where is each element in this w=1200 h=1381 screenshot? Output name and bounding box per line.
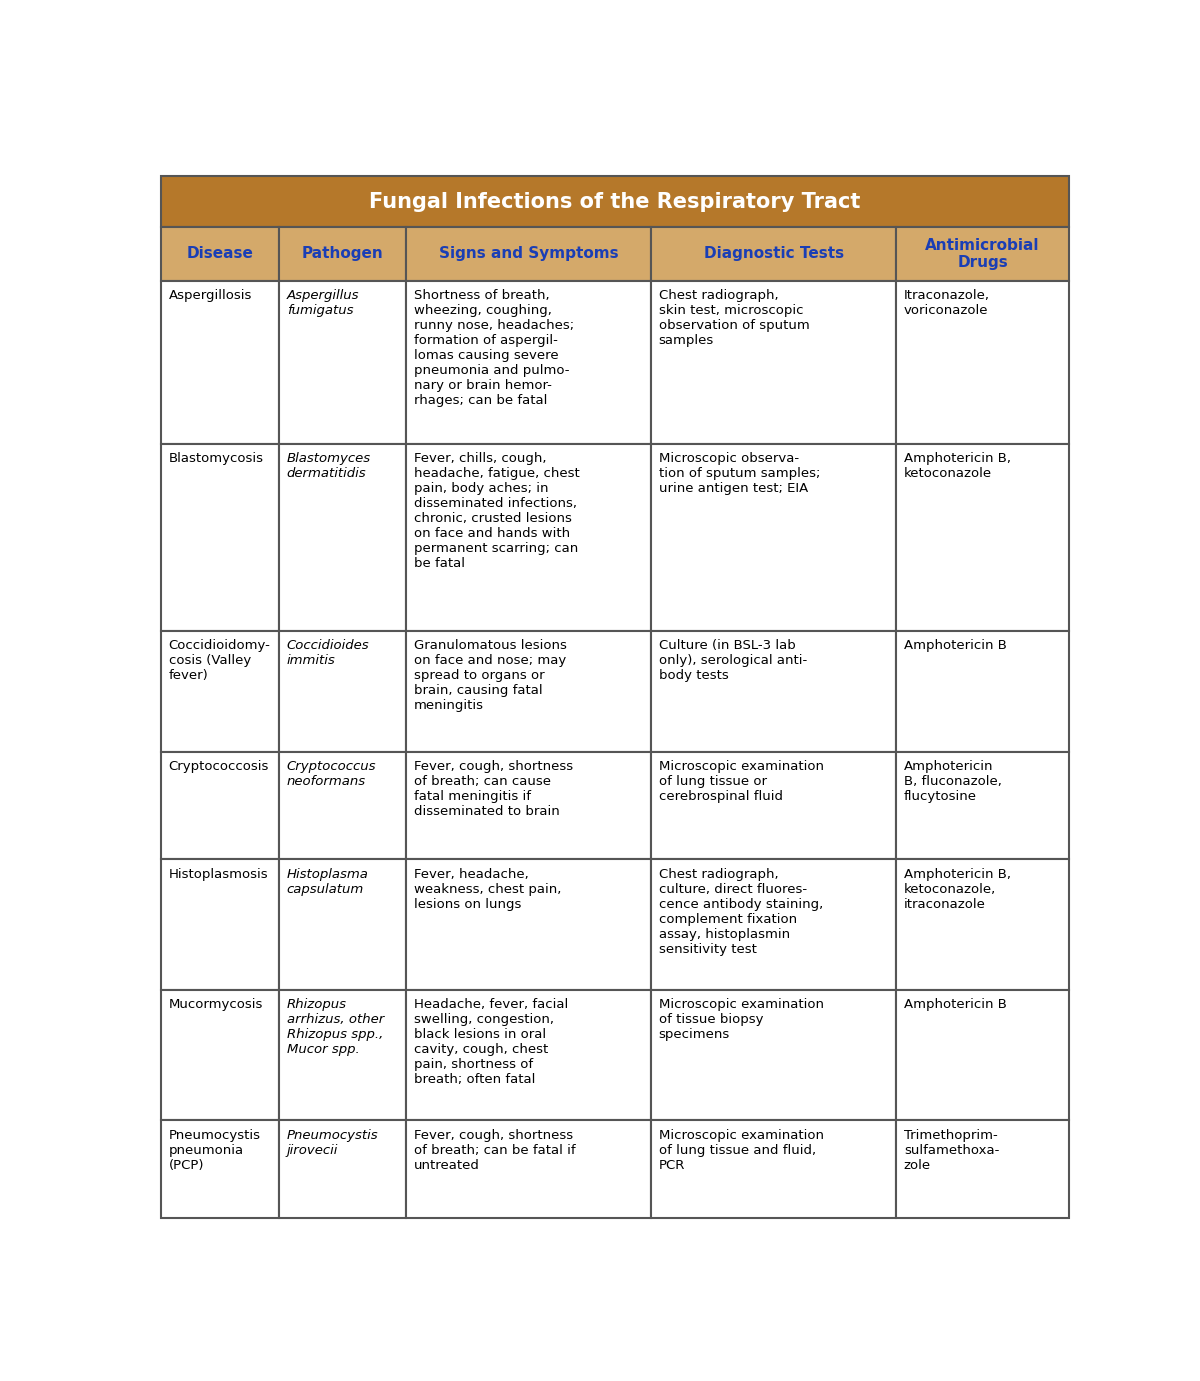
Text: Aspergillosis: Aspergillosis bbox=[168, 289, 252, 302]
Text: Coccidioidomy-
cosis (Valley
fever): Coccidioidomy- cosis (Valley fever) bbox=[168, 639, 270, 682]
Bar bbox=[161, 990, 280, 1120]
Text: Pneumocystis
jirovecii: Pneumocystis jirovecii bbox=[287, 1130, 378, 1157]
Text: Pneumocystis
pneumonia
(PCP): Pneumocystis pneumonia (PCP) bbox=[168, 1130, 260, 1172]
Bar bbox=[161, 280, 280, 443]
Bar bbox=[407, 859, 652, 990]
Text: Fever, chills, cough,
headache, fatigue, chest
pain, body aches; in
disseminated: Fever, chills, cough, headache, fatigue,… bbox=[414, 453, 580, 570]
Text: Blastomycosis: Blastomycosis bbox=[168, 453, 264, 465]
Text: Chest radiograph,
skin test, microscopic
observation of sputum
samples: Chest radiograph, skin test, microscopic… bbox=[659, 289, 810, 347]
Text: Blastomyces
dermatitidis: Blastomyces dermatitidis bbox=[287, 453, 371, 481]
Text: Headache, fever, facial
swelling, congestion,
black lesions in oral
cavity, coug: Headache, fever, facial swelling, conges… bbox=[414, 998, 568, 1087]
Bar bbox=[280, 751, 407, 859]
Bar bbox=[652, 228, 896, 280]
Text: Chest radiograph,
culture, direct fluores-
cence antibody staining,
complement f: Chest radiograph, culture, direct fluore… bbox=[659, 867, 823, 956]
Bar bbox=[280, 631, 407, 751]
Bar bbox=[280, 280, 407, 443]
Text: Microscopic examination
of lung tissue or
cerebrospinal fluid: Microscopic examination of lung tissue o… bbox=[659, 761, 823, 804]
Text: Granulomatous lesions
on face and nose; may
spread to organs or
brain, causing f: Granulomatous lesions on face and nose; … bbox=[414, 639, 566, 713]
Bar bbox=[652, 1120, 896, 1218]
Bar bbox=[407, 990, 652, 1120]
Text: Cryptococcosis: Cryptococcosis bbox=[168, 761, 269, 773]
Bar bbox=[280, 990, 407, 1120]
Text: Fever, cough, shortness
of breath; can cause
fatal meningitis if
disseminated to: Fever, cough, shortness of breath; can c… bbox=[414, 761, 572, 819]
Text: Histoplasma
capsulatum: Histoplasma capsulatum bbox=[287, 867, 368, 896]
Bar bbox=[896, 859, 1069, 990]
Bar bbox=[652, 751, 896, 859]
Bar bbox=[896, 280, 1069, 443]
Bar bbox=[407, 443, 652, 631]
Text: Microscopic observa-
tion of sputum samples;
urine antigen test; EIA: Microscopic observa- tion of sputum samp… bbox=[659, 453, 820, 496]
Bar bbox=[652, 443, 896, 631]
Bar bbox=[161, 859, 280, 990]
Text: Amphotericin B: Amphotericin B bbox=[904, 998, 1007, 1011]
Text: Fever, headache,
weakness, chest pain,
lesions on lungs: Fever, headache, weakness, chest pain, l… bbox=[414, 867, 562, 910]
Text: Diagnostic Tests: Diagnostic Tests bbox=[703, 246, 844, 261]
Text: Disease: Disease bbox=[187, 246, 253, 261]
Bar bbox=[896, 631, 1069, 751]
Bar bbox=[407, 751, 652, 859]
Bar bbox=[652, 990, 896, 1120]
Bar bbox=[161, 228, 280, 280]
Text: Antimicrobial
Drugs: Antimicrobial Drugs bbox=[925, 238, 1040, 271]
Bar bbox=[280, 228, 407, 280]
Bar bbox=[896, 1120, 1069, 1218]
Bar bbox=[407, 1120, 652, 1218]
Text: Cryptococcus
neoformans: Cryptococcus neoformans bbox=[287, 761, 376, 789]
Text: Amphotericin B: Amphotericin B bbox=[904, 639, 1007, 652]
Bar bbox=[896, 228, 1069, 280]
Text: Amphotericin B,
ketoconazole,
itraconazole: Amphotericin B, ketoconazole, itraconazo… bbox=[904, 867, 1010, 910]
Text: Histoplasmosis: Histoplasmosis bbox=[168, 867, 269, 881]
Text: Culture (in BSL-3 lab
only), serological anti-
body tests: Culture (in BSL-3 lab only), serological… bbox=[659, 639, 806, 682]
Bar bbox=[896, 443, 1069, 631]
Bar bbox=[161, 177, 1069, 228]
Bar bbox=[407, 631, 652, 751]
Text: Amphotericin
B, fluconazole,
flucytosine: Amphotericin B, fluconazole, flucytosine bbox=[904, 761, 1002, 804]
Bar bbox=[407, 280, 652, 443]
Text: Fever, cough, shortness
of breath; can be fatal if
untreated: Fever, cough, shortness of breath; can b… bbox=[414, 1130, 575, 1172]
Text: Microscopic examination
of lung tissue and fluid,
PCR: Microscopic examination of lung tissue a… bbox=[659, 1130, 823, 1172]
Text: Pathogen: Pathogen bbox=[302, 246, 384, 261]
Text: Coccidioides
immitis: Coccidioides immitis bbox=[287, 639, 370, 667]
Text: Microscopic examination
of tissue biopsy
specimens: Microscopic examination of tissue biopsy… bbox=[659, 998, 823, 1041]
Bar bbox=[161, 443, 280, 631]
Bar bbox=[161, 631, 280, 751]
Bar bbox=[280, 443, 407, 631]
Bar bbox=[652, 631, 896, 751]
Bar bbox=[896, 990, 1069, 1120]
Text: Trimethoprim-
sulfamethoxa-
zole: Trimethoprim- sulfamethoxa- zole bbox=[904, 1130, 1000, 1172]
Text: Signs and Symptoms: Signs and Symptoms bbox=[439, 246, 618, 261]
Bar bbox=[407, 228, 652, 280]
Bar bbox=[161, 1120, 280, 1218]
Text: Fungal Infections of the Respiratory Tract: Fungal Infections of the Respiratory Tra… bbox=[370, 192, 860, 211]
Text: Rhizopus
arrhizus, other
Rhizopus spp.,
Mucor spp.: Rhizopus arrhizus, other Rhizopus spp., … bbox=[287, 998, 384, 1056]
Text: Itraconazole,
voriconazole: Itraconazole, voriconazole bbox=[904, 289, 990, 318]
Text: Aspergillus
fumigatus: Aspergillus fumigatus bbox=[287, 289, 359, 318]
Bar bbox=[896, 751, 1069, 859]
Bar bbox=[280, 859, 407, 990]
Bar bbox=[652, 859, 896, 990]
Text: Amphotericin B,
ketoconazole: Amphotericin B, ketoconazole bbox=[904, 453, 1010, 481]
Bar bbox=[280, 1120, 407, 1218]
Bar bbox=[652, 280, 896, 443]
Bar bbox=[161, 751, 280, 859]
Text: Mucormycosis: Mucormycosis bbox=[168, 998, 263, 1011]
Text: Shortness of breath,
wheezing, coughing,
runny nose, headaches;
formation of asp: Shortness of breath, wheezing, coughing,… bbox=[414, 289, 574, 407]
